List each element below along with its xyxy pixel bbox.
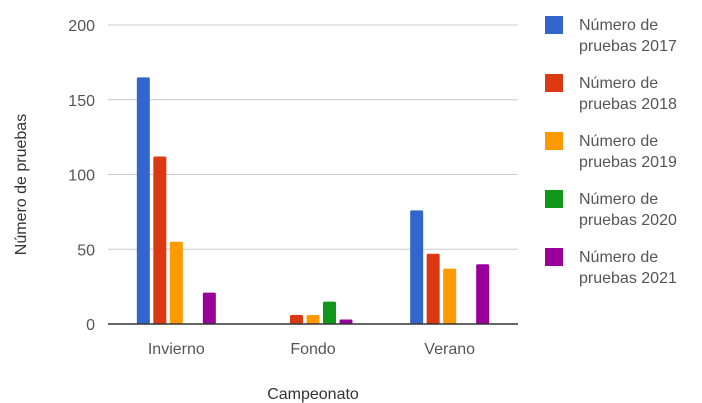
legend-label: Número de xyxy=(579,17,658,34)
y-tick-label: 100 xyxy=(68,168,95,185)
x-tick-label: Fondo xyxy=(290,341,335,358)
axes: 0 50 100 150 200 Invierno Fondo Verano xyxy=(68,18,518,358)
legend-swatch xyxy=(545,190,563,208)
bar xyxy=(476,264,490,324)
legend-label: Número de xyxy=(579,249,658,266)
bars xyxy=(136,77,490,324)
legend: Número de pruebas 2017 Número de pruebas 20… xyxy=(545,16,677,287)
x-axis-title: Campeonato xyxy=(267,386,359,403)
bar xyxy=(443,268,457,324)
legend-swatch xyxy=(545,74,563,92)
legend-swatch xyxy=(545,132,563,150)
y-tick-label: 50 xyxy=(77,242,95,259)
bar xyxy=(410,210,424,324)
y-tick-label: 150 xyxy=(68,93,95,110)
x-tick-label: Invierno xyxy=(148,341,205,358)
bar xyxy=(323,301,336,324)
legend-swatch xyxy=(545,16,563,34)
legend-label: pruebas 2018 xyxy=(579,96,677,113)
bar xyxy=(426,253,440,324)
bar xyxy=(136,77,150,324)
y-tick-label: 200 xyxy=(68,18,95,35)
legend-label: pruebas 2019 xyxy=(579,154,677,171)
bar xyxy=(290,315,303,324)
bar xyxy=(306,315,320,324)
x-tick-label: Verano xyxy=(424,341,475,358)
legend-label: pruebas 2017 xyxy=(579,38,677,55)
grid xyxy=(108,24,518,250)
legend-label: Número de xyxy=(579,75,658,92)
legend-label: Número de xyxy=(579,191,658,208)
bar xyxy=(202,292,216,324)
bar xyxy=(153,156,167,324)
bar xyxy=(169,241,183,324)
legend-swatch xyxy=(545,248,563,266)
y-axis-title: Número de pruebas xyxy=(13,114,30,255)
y-tick-label: 0 xyxy=(86,317,95,334)
legend-label: Número de xyxy=(579,133,658,150)
bar xyxy=(339,319,353,324)
legend-label: pruebas 2020 xyxy=(579,212,677,229)
legend-label: pruebas 2021 xyxy=(579,270,677,287)
